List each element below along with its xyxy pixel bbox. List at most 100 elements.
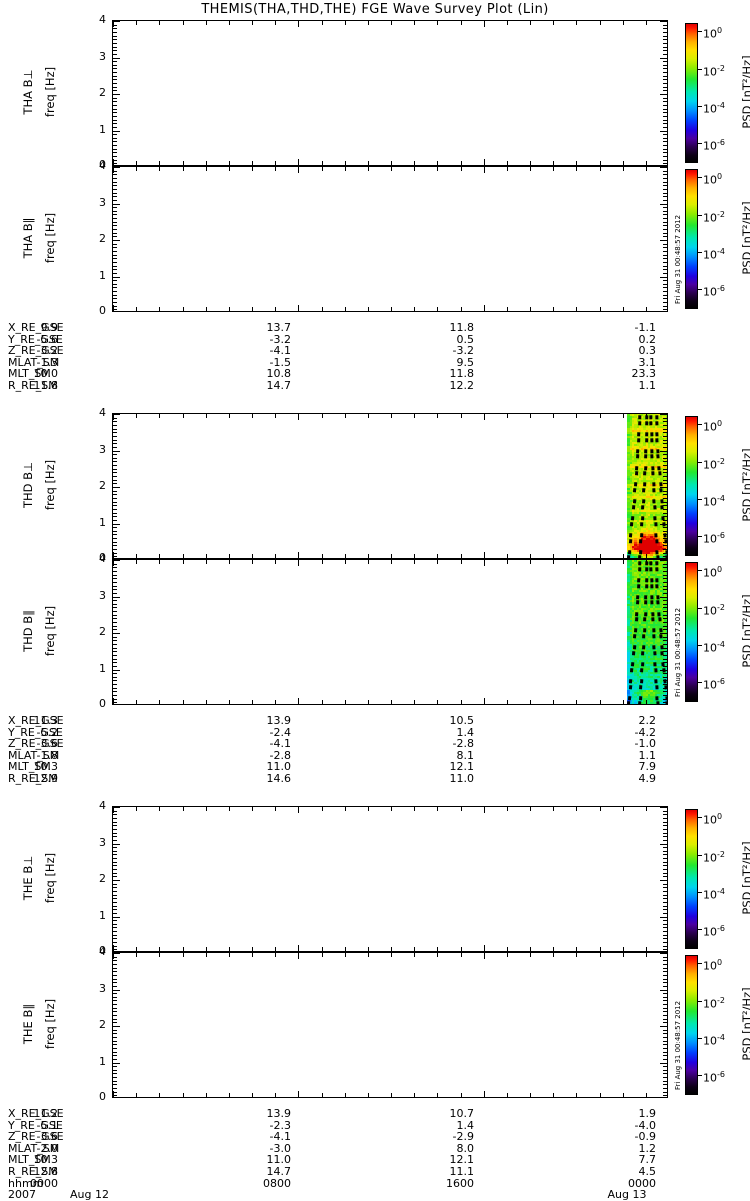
- y-tick-minor: [663, 145, 667, 147]
- gyrofrequency-overlay-segment: [642, 499, 645, 504]
- spectrogram-cell: [638, 428, 642, 431]
- y-tick-minor: [113, 1007, 117, 1009]
- y-tick-minor: [113, 196, 117, 198]
- spectrogram-cell: [634, 596, 638, 599]
- spectrogram-cell: [659, 582, 663, 585]
- spectrogram-cell: [648, 506, 651, 509]
- gyrofrequency-overlay-segment: [635, 617, 638, 622]
- spectrogram-cell: [627, 548, 631, 551]
- spectrogram-cell: [648, 614, 651, 617]
- spectrogram-cell: [641, 686, 644, 689]
- spectrogram-cell: [638, 650, 642, 653]
- colorbar-tick-exponent: 0: [717, 565, 723, 575]
- spectrogram-cell: [645, 670, 649, 673]
- spectrogram-cell: [636, 498, 640, 501]
- spectrogram-cell: [643, 428, 647, 431]
- spectrogram-cell: [631, 640, 635, 643]
- spectrogram-cell: [634, 450, 638, 453]
- spectrogram-cell: [629, 568, 633, 571]
- x-tick-minor: [321, 414, 323, 418]
- spectrogram-cell: [629, 466, 633, 469]
- spectrogram-cell: [666, 414, 667, 417]
- spectrogram-cell: [652, 626, 656, 629]
- y-tick-minor: [663, 865, 667, 867]
- spectrogram-cell: [643, 544, 647, 547]
- spectrogram-cell: [652, 590, 656, 593]
- spectrogram-cell: [652, 512, 656, 515]
- y-tick-minor: [113, 556, 117, 558]
- y-axis-tick-label: 2: [99, 1018, 106, 1031]
- spectrogram-cell: [645, 502, 649, 505]
- spectrogram-cell: [650, 516, 654, 519]
- spectrogram-cell: [631, 486, 635, 489]
- spectrogram-cell: [645, 608, 649, 611]
- x-tick-major: [483, 552, 485, 558]
- y-tick-major: [113, 633, 120, 634]
- spectrogram-cell: [638, 448, 642, 451]
- spectrogram-cell: [657, 690, 661, 693]
- x-tick-minor: [645, 560, 647, 564]
- spectrogram-cell: [661, 586, 665, 589]
- x-tick-minor: [159, 1093, 161, 1097]
- x-tick-major: [483, 698, 485, 704]
- y-tick-minor: [113, 912, 117, 914]
- spectrogram-cell: [643, 508, 647, 511]
- spectrogram-cell: [634, 550, 638, 553]
- spectrogram-cell: [627, 466, 631, 469]
- y-tick-minor: [663, 890, 667, 892]
- spectrogram-cell: [636, 486, 640, 489]
- spectrogram-cell: [664, 522, 667, 525]
- spectrogram-cell: [631, 612, 635, 615]
- spectrogram-cell: [631, 628, 635, 631]
- spectrogram-cell: [631, 430, 635, 433]
- spectrogram-cell: [638, 606, 642, 609]
- spectrogram-cell: [666, 498, 667, 501]
- spectrogram-cell: [643, 656, 647, 659]
- spectrogram-cell: [657, 436, 661, 439]
- spectrogram-cell: [666, 544, 667, 547]
- spectrogram-cell: [627, 534, 631, 537]
- x-tick-minor: [506, 700, 508, 704]
- spectrogram-cell: [638, 656, 642, 659]
- spectrogram-cell: [659, 468, 663, 471]
- x-tick-major: [113, 945, 114, 951]
- colorbar-title-tha-bpar: PSD [nT²/Hz]: [740, 201, 750, 275]
- x-tick-minor: [182, 161, 184, 165]
- spectrogram-cell: [648, 464, 651, 467]
- spectrogram-cell: [648, 632, 651, 635]
- x-tick-minor: [136, 161, 138, 165]
- gyrofrequency-overlay-segment: [629, 684, 633, 689]
- spectrogram-cell: [648, 436, 651, 439]
- spectrogram-cell: [636, 510, 640, 513]
- spectrogram-cell: [652, 580, 656, 583]
- y-tick-minor: [663, 978, 667, 980]
- spectrogram-cell: [636, 678, 640, 681]
- x-tick-minor: [321, 161, 323, 165]
- y-tick-minor: [663, 188, 667, 190]
- spectrogram-cell: [638, 642, 642, 645]
- x-tick-minor: [252, 953, 253, 957]
- x-tick-minor: [460, 161, 462, 165]
- spectrogram-cell: [627, 560, 631, 563]
- spectrogram-cell: [643, 564, 647, 567]
- spectrogram-cell: [627, 430, 631, 433]
- x-tick-major: [483, 167, 485, 173]
- y-tick-minor: [663, 854, 667, 856]
- spectrogram-cell: [654, 554, 658, 557]
- spectrogram-cell: [659, 526, 663, 529]
- spectrogram-cell: [652, 496, 656, 499]
- y-tick-minor: [663, 985, 667, 987]
- spectrogram-cell: [629, 586, 633, 589]
- y-tick-minor: [113, 261, 117, 263]
- y-tick-minor: [663, 654, 667, 656]
- spectrogram-cell: [664, 434, 667, 437]
- spectrogram-cell: [666, 626, 667, 629]
- spectrogram-cell: [661, 682, 665, 685]
- spectrogram-cell: [664, 478, 667, 481]
- spectrogram-cell: [636, 460, 640, 463]
- spectrogram-cell: [654, 436, 658, 439]
- spectrogram-cell: [659, 638, 663, 641]
- spectrogram-cell: [661, 426, 665, 429]
- spectrogram-cell: [641, 630, 644, 633]
- spectrogram-cell: [645, 484, 649, 487]
